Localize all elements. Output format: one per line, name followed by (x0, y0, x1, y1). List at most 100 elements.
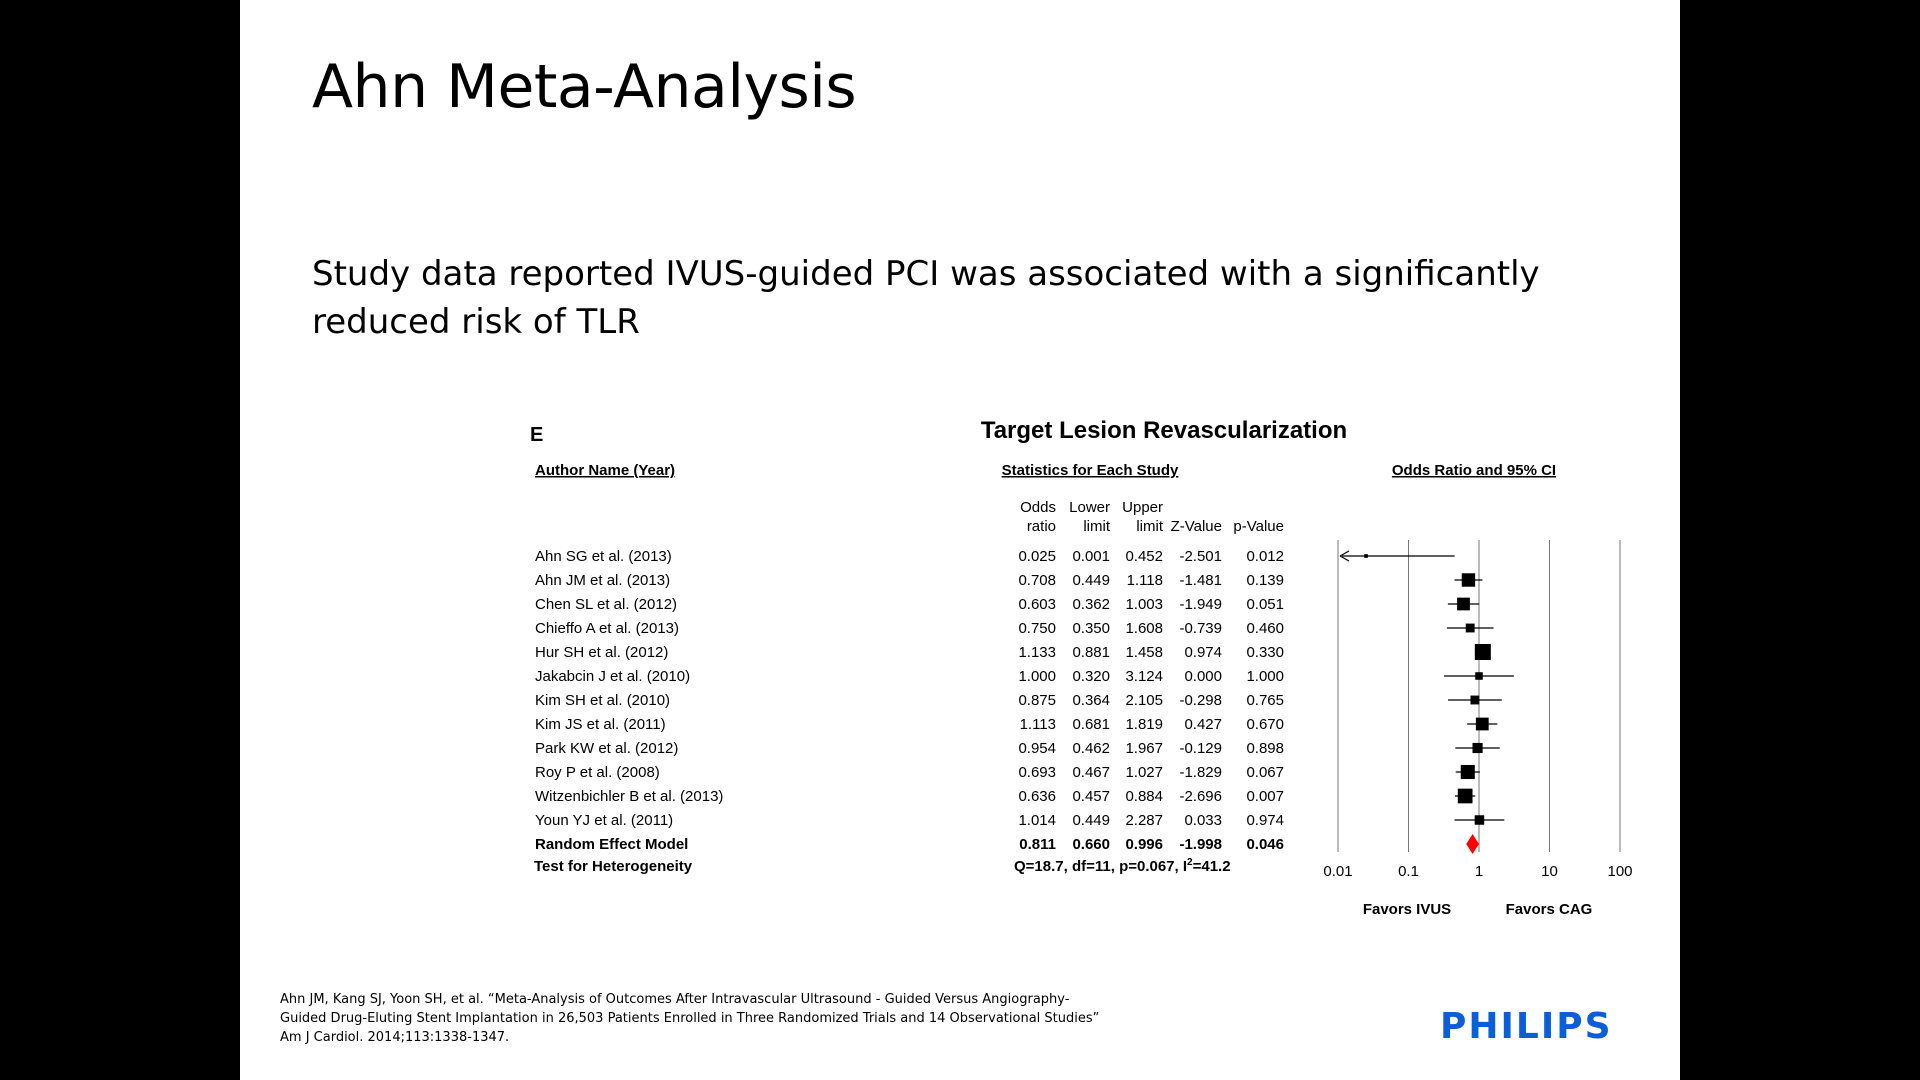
header-stats: Statistics for Each Study (1002, 462, 1179, 479)
study-z-value: -2.501 (1179, 548, 1222, 565)
odds-ratio-marker (1470, 695, 1480, 705)
column-header-line1: Upper (1122, 499, 1163, 516)
study-p-value: 0.330 (1246, 644, 1284, 661)
study-lower-value: 0.449 (1072, 812, 1110, 829)
study-upper-value: 1.608 (1125, 620, 1163, 637)
study-name: Kim SH et al. (2010) (535, 692, 670, 709)
study-or-value: 1.014 (1018, 812, 1056, 829)
odds-ratio-marker (1465, 623, 1475, 633)
study-z-value: 0.000 (1184, 668, 1222, 685)
study-name: Hur SH et al. (2012) (535, 644, 668, 661)
study-upper-value: 2.287 (1125, 812, 1163, 829)
study-z-value: -0.129 (1179, 740, 1222, 757)
study-name: Witzenbichler B et al. (2013) (535, 788, 723, 805)
heterogeneity-i2-superscript: 2 (1187, 857, 1193, 868)
x-tick-label: 0.01 (1323, 863, 1352, 880)
forest-plot: E Target Lesion Revascularization Author… (530, 417, 1633, 918)
study-lower-value: 0.320 (1072, 668, 1110, 685)
study-lower-value: 0.350 (1072, 620, 1110, 637)
odds-ratio-marker (1472, 742, 1483, 754)
column-header-line2: limit (1083, 518, 1110, 535)
heterogeneity-stats: Q=18.7, df=11, p=0.067, I2=41.2 (1014, 857, 1231, 875)
study-name: Jakabcin J et al. (2010) (535, 668, 690, 685)
study-p-value: 0.974 (1246, 812, 1284, 829)
study-name: Chieffo A et al. (2013) (535, 620, 679, 637)
study-name: Roy P et al. (2008) (535, 764, 660, 781)
study-lower-value: 0.364 (1072, 692, 1110, 709)
study-or-value: 1.000 (1018, 668, 1056, 685)
reference-line: Guided Drug-Eluting Stent Implantation i… (280, 1011, 1100, 1026)
reference-citation: Ahn JM, Kang SJ, Yoon SH, et al. “Meta-A… (280, 990, 1200, 1047)
study-upper-value: 1.819 (1125, 716, 1163, 733)
study-upper-value: 1.118 (1127, 572, 1163, 589)
study-name: Chen SL et al. (2012) (535, 596, 677, 613)
study-p-value: 0.765 (1246, 692, 1284, 709)
heterogeneity-stats-suffix: =41.2 (1193, 858, 1231, 875)
study-name: Kim JS et al. (2011) (535, 716, 666, 733)
column-header-line2: Z-Value (1171, 518, 1222, 535)
header-odds-ratio-ci: Odds Ratio and 95% CI (1392, 462, 1556, 479)
study-or-value: 0.693 (1018, 764, 1056, 781)
study-lower-value: 0.681 (1072, 716, 1110, 733)
philips-logo: PHILIPS (1440, 1006, 1613, 1047)
summary-lower-value: 0.660 (1072, 836, 1110, 853)
summary-or-value: 0.811 (1019, 836, 1056, 853)
slide: Ahn Meta-Analysis Study data reported IV… (240, 0, 1680, 1080)
study-name: Park KW et al. (2012) (535, 740, 678, 757)
study-z-value: -1.481 (1179, 572, 1222, 589)
study-lower-value: 0.462 (1072, 740, 1110, 757)
favors-ivus-label: Favors IVUS (1363, 901, 1451, 918)
study-p-value: 0.898 (1246, 740, 1284, 757)
study-lower-value: 0.881 (1072, 644, 1110, 661)
favors-cag-label: Favors CAG (1506, 901, 1593, 918)
study-name: Ahn SG et al. (2013) (535, 548, 672, 565)
study-upper-value: 1.003 (1125, 596, 1163, 613)
study-lower-value: 0.001 (1072, 548, 1110, 565)
study-upper-value: 1.967 (1125, 740, 1163, 757)
study-or-value: 0.954 (1018, 740, 1056, 757)
odds-ratio-marker (1460, 764, 1475, 780)
study-p-value: 0.670 (1246, 716, 1284, 733)
summary-diamond (1466, 834, 1479, 854)
header-author: Author Name (Year) (535, 462, 675, 479)
study-z-value: -1.949 (1179, 596, 1222, 613)
study-p-value: 0.051 (1246, 596, 1284, 613)
slide-title: Ahn Meta-Analysis (312, 52, 857, 122)
study-upper-value: 2.105 (1125, 692, 1163, 709)
study-p-value: 0.067 (1246, 764, 1284, 781)
study-upper-value: 3.124 (1125, 668, 1163, 685)
x-tick-label: 1 (1475, 863, 1483, 880)
study-z-value: 0.427 (1184, 716, 1222, 733)
study-p-value: 1.000 (1246, 668, 1284, 685)
odds-ratio-marker (1475, 717, 1489, 731)
heterogeneity-stats-prefix: Q=18.7, df=11, p=0.067, I (1014, 858, 1187, 875)
column-header-line1: Odds (1020, 499, 1056, 516)
x-tick-label: 10 (1541, 863, 1558, 880)
study-name: Youn YJ et al. (2011) (535, 812, 673, 829)
odds-ratio-marker (1475, 672, 1483, 680)
study-z-value: -0.739 (1179, 620, 1222, 637)
study-lower-value: 0.449 (1072, 572, 1110, 589)
slide-body-text: Study data reported IVUS-guided PCI was … (312, 254, 1540, 342)
study-upper-value: 0.884 (1125, 788, 1163, 805)
study-p-value: 0.012 (1246, 548, 1284, 565)
study-or-value: 0.750 (1018, 620, 1056, 637)
study-p-value: 0.007 (1246, 788, 1284, 805)
summary-name: Random Effect Model (535, 836, 688, 853)
study-z-value: 0.033 (1184, 812, 1222, 829)
study-or-value: 0.708 (1018, 572, 1056, 589)
study-or-value: 0.636 (1018, 788, 1056, 805)
heterogeneity-label: Test for Heterogeneity (534, 858, 693, 875)
study-or-value: 1.113 (1020, 716, 1056, 733)
study-z-value: -0.298 (1179, 692, 1222, 709)
column-header-line2: p-Value (1233, 518, 1284, 535)
study-upper-value: 1.027 (1125, 764, 1163, 781)
odds-ratio-marker (1474, 644, 1491, 660)
study-z-value: -1.829 (1179, 764, 1222, 781)
ci-arrow (1339, 550, 1350, 562)
study-or-value: 1.133 (1018, 644, 1056, 661)
x-tick-label: 0.1 (1398, 863, 1419, 880)
panel-label: E (530, 424, 543, 446)
summary-z-value: -1.998 (1179, 836, 1222, 853)
summary-p-value: 0.046 (1246, 836, 1284, 853)
